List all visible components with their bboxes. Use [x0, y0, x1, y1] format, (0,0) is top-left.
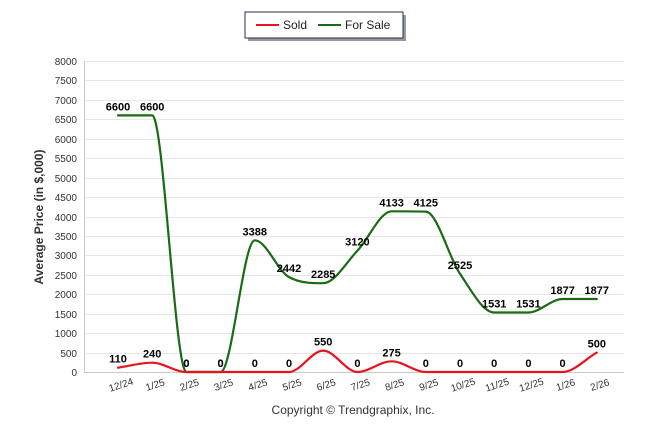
data-label-for-sale: 1877	[550, 285, 574, 297]
y-tick-label: 3500	[55, 232, 78, 243]
y-tick-label: 1000	[55, 329, 78, 340]
grid-lines	[84, 61, 624, 373]
data-label-for-sale: 3120	[345, 237, 369, 249]
data-label-sold: 0	[525, 358, 531, 370]
y-tick-label: 4000	[55, 213, 78, 224]
data-label-sold: 240	[143, 349, 161, 361]
x-tick-label: 8/25	[384, 377, 406, 394]
x-tick-label: 4/25	[247, 377, 269, 394]
data-label-for-sale: 0	[218, 358, 224, 370]
y-tick-label: 7000	[55, 96, 78, 107]
y-tick-label: 5500	[55, 154, 78, 165]
x-tick-label: 2/25	[179, 377, 201, 394]
y-tick-label: 1500	[55, 310, 78, 321]
data-label-for-sale: 6600	[106, 101, 130, 113]
data-label-sold: 0	[560, 358, 566, 370]
y-tick-label: 500	[60, 349, 77, 360]
data-label-sold: 0	[457, 358, 463, 370]
data-label-sold: 500	[588, 339, 606, 351]
data-label-sold: 0	[218, 358, 224, 370]
data-label-sold: 110	[109, 354, 127, 366]
data-label-for-sale: 1877	[585, 285, 609, 297]
data-label-sold: 275	[382, 347, 400, 359]
y-tick-label: 2500	[55, 271, 78, 282]
x-tick-label: 1/26	[555, 377, 577, 394]
data-label-sold: 0	[423, 358, 429, 370]
y-tick-label: 8000	[55, 57, 78, 68]
x-tick-label: 12/24	[108, 376, 136, 394]
x-tick-label: 9/25	[418, 377, 440, 394]
data-label-for-sale: 6600	[140, 101, 164, 113]
y-tick-label: 5000	[55, 174, 78, 185]
data-label-for-sale: 0	[183, 358, 189, 370]
data-label-for-sale: 4125	[414, 198, 438, 210]
x-tick-label: 10/25	[450, 376, 478, 394]
y-tick-label: 6000	[55, 135, 78, 146]
y-tick-label: 6500	[55, 115, 78, 126]
series-line-sold[interactable]	[116, 349, 598, 374]
data-label-sold: 550	[314, 337, 332, 349]
data-label-for-sale: 1531	[482, 298, 506, 310]
series-lines	[116, 114, 598, 374]
data-label-sold: 0	[286, 358, 292, 370]
data-label-for-sale: 1531	[516, 298, 540, 310]
x-tick-label: 12/25	[518, 376, 546, 394]
series-line-for-sale[interactable]	[116, 114, 598, 374]
data-label-for-sale: 2525	[448, 260, 472, 272]
y-tick-label: 7500	[55, 76, 78, 87]
data-label-for-sale: 2285	[311, 269, 335, 281]
y-tick-label: 3000	[55, 251, 78, 262]
data-label-for-sale: 3388	[243, 226, 267, 238]
legend-label-for-sale[interactable]: For Sale	[345, 18, 391, 32]
x-tick-label: 2/26	[589, 377, 611, 394]
legend: Sold For Sale	[244, 11, 406, 41]
x-tick-label: 1/25	[144, 377, 166, 394]
data-label-for-sale: 4133	[379, 197, 403, 209]
x-tick-label: 5/25	[281, 377, 303, 394]
data-label-sold: 0	[252, 358, 258, 370]
y-axis-title: Average Price (in $,000)	[32, 150, 46, 285]
x-tick-label: 11/25	[484, 377, 511, 395]
x-tick-label: 3/25	[213, 377, 235, 394]
copyright-text: Copyright © Trendgraphix, Inc.	[272, 403, 435, 417]
data-label-for-sale: 2442	[277, 263, 301, 275]
data-label-sold: 0	[354, 358, 360, 370]
data-label-sold: 0	[183, 358, 189, 370]
x-tick-label: 6/25	[315, 377, 337, 394]
data-label-sold: 0	[491, 358, 497, 370]
y-tick-label: 4500	[55, 193, 78, 204]
x-tick-label: 7/25	[350, 377, 372, 394]
y-tick-label: 2000	[55, 290, 78, 301]
legend-label-sold[interactable]: Sold	[283, 18, 307, 32]
y-tick-label: 0	[71, 368, 77, 379]
